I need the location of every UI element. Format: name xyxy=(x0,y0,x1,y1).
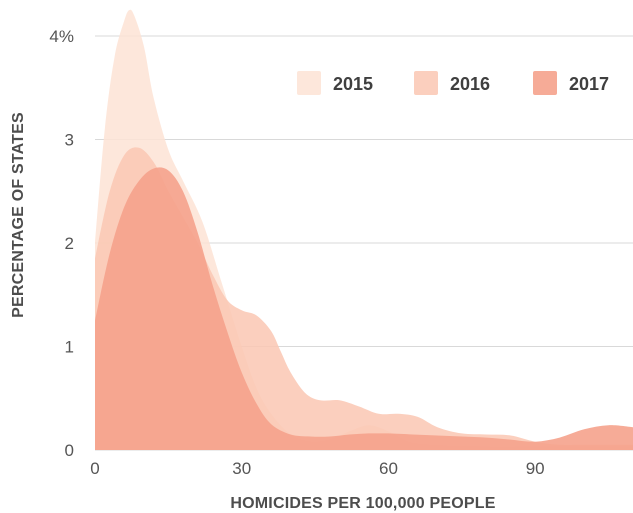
y-tick-label-0: 0 xyxy=(65,441,74,460)
legend-swatch-2017 xyxy=(533,71,557,95)
x-tick-label-30: 30 xyxy=(232,459,251,478)
y-axis-ticks: 0 1 2 3 4% xyxy=(49,27,74,460)
x-axis-title: HOMICIDES PER 100,000 PEOPLE xyxy=(230,495,495,512)
x-axis-ticks: 0 30 60 90 xyxy=(90,459,544,478)
legend-label-2017: 2017 xyxy=(569,74,609,94)
legend: 2015 2016 2017 xyxy=(297,71,609,95)
y-tick-label-2: 2 xyxy=(65,234,74,253)
legend-swatch-2015 xyxy=(297,71,321,95)
density-areas xyxy=(95,9,633,451)
legend-item-2015: 2015 xyxy=(297,71,373,95)
y-axis-title: PERCENTAGE OF STATES xyxy=(10,112,27,318)
legend-item-2017: 2017 xyxy=(533,71,609,95)
x-tick-label-0: 0 xyxy=(90,459,99,478)
legend-label-2016: 2016 xyxy=(450,74,490,94)
y-tick-label-1: 1 xyxy=(65,338,74,357)
x-tick-label-90: 90 xyxy=(526,459,545,478)
legend-item-2016: 2016 xyxy=(414,71,490,95)
legend-label-2015: 2015 xyxy=(333,74,373,94)
legend-swatch-2016 xyxy=(414,71,438,95)
y-tick-label-3: 3 xyxy=(65,131,74,150)
y-tick-label-4: 4% xyxy=(49,27,74,46)
area-series-2017 xyxy=(95,167,633,451)
x-tick-label-60: 60 xyxy=(379,459,398,478)
